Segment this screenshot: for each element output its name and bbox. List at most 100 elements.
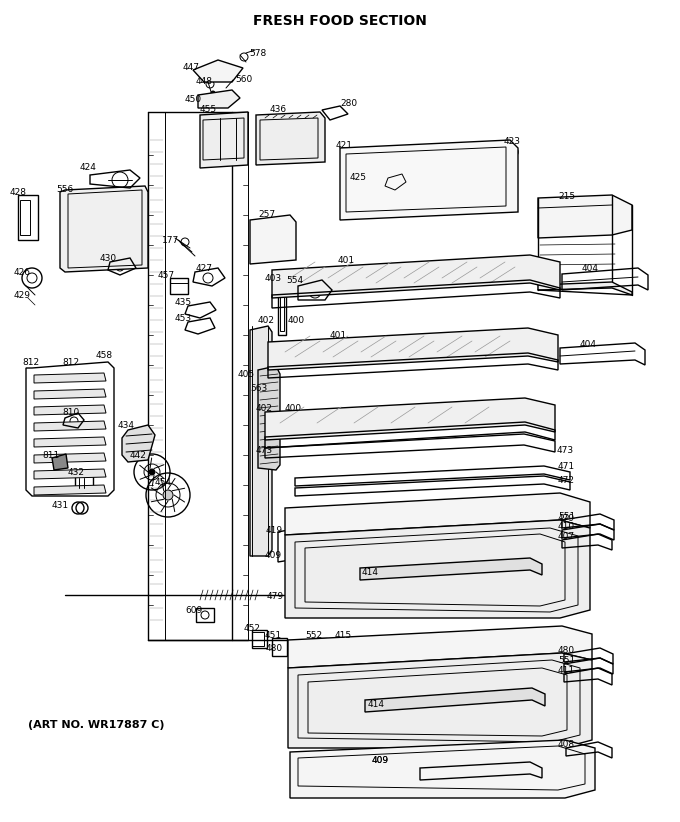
Text: 457: 457 <box>158 270 175 279</box>
Polygon shape <box>34 405 106 415</box>
Text: 419: 419 <box>266 525 283 534</box>
Text: 407: 407 <box>558 532 575 541</box>
Text: 556: 556 <box>56 186 73 195</box>
Polygon shape <box>250 326 272 556</box>
Text: 442: 442 <box>130 450 147 459</box>
Polygon shape <box>272 255 560 298</box>
Text: 578: 578 <box>249 48 267 58</box>
Bar <box>312 638 327 656</box>
Text: 257: 257 <box>258 210 275 219</box>
Circle shape <box>313 290 317 294</box>
Text: 479: 479 <box>558 514 575 523</box>
Polygon shape <box>60 186 148 272</box>
Text: 479: 479 <box>267 592 284 601</box>
Text: 812: 812 <box>22 358 39 367</box>
Text: 414: 414 <box>368 700 385 709</box>
Text: 458: 458 <box>96 350 113 359</box>
Text: 403: 403 <box>265 274 282 283</box>
Text: 551: 551 <box>558 655 575 664</box>
Text: 448: 448 <box>196 77 213 86</box>
Text: 811: 811 <box>42 450 59 459</box>
Text: 434: 434 <box>118 421 135 430</box>
Text: 404: 404 <box>580 339 597 349</box>
Polygon shape <box>34 437 106 447</box>
Text: 424: 424 <box>80 164 97 173</box>
Polygon shape <box>258 366 280 470</box>
Bar <box>280 283 284 331</box>
Polygon shape <box>34 469 106 479</box>
Text: 436: 436 <box>270 105 287 114</box>
Text: 453: 453 <box>175 313 192 322</box>
Text: 426: 426 <box>14 267 31 276</box>
Text: 423: 423 <box>504 137 521 146</box>
Polygon shape <box>288 626 592 668</box>
Text: 454: 454 <box>155 478 172 487</box>
Polygon shape <box>285 520 590 618</box>
Text: 401: 401 <box>330 330 347 339</box>
Text: 480: 480 <box>266 644 283 653</box>
Text: 560: 560 <box>235 75 252 84</box>
Text: 431: 431 <box>52 501 69 510</box>
Polygon shape <box>34 389 106 399</box>
Text: 401: 401 <box>338 256 355 265</box>
Bar <box>18 195 38 240</box>
Text: 421: 421 <box>336 141 353 150</box>
Circle shape <box>280 135 290 145</box>
Bar <box>272 638 287 656</box>
Bar <box>252 630 267 648</box>
Bar <box>255 225 290 255</box>
Polygon shape <box>288 653 592 748</box>
Polygon shape <box>34 421 106 431</box>
Text: 450: 450 <box>185 95 202 104</box>
Text: 409: 409 <box>372 755 389 764</box>
Circle shape <box>211 91 215 95</box>
Text: 409: 409 <box>265 551 282 560</box>
Text: 551: 551 <box>558 511 575 520</box>
Bar <box>105 248 125 256</box>
Text: 429: 429 <box>14 290 31 299</box>
Polygon shape <box>34 485 106 495</box>
Polygon shape <box>365 688 545 712</box>
Text: FRESH FOOD SECTION: FRESH FOOD SECTION <box>253 14 427 28</box>
Polygon shape <box>340 140 518 220</box>
Text: 473: 473 <box>557 446 574 455</box>
Text: 402: 402 <box>258 316 275 325</box>
Bar <box>170 278 188 294</box>
Text: 400: 400 <box>288 316 305 325</box>
Text: 812: 812 <box>62 358 79 367</box>
Text: 563: 563 <box>250 384 267 392</box>
Text: 430: 430 <box>100 253 117 262</box>
Text: 552: 552 <box>305 630 322 640</box>
Polygon shape <box>198 90 240 108</box>
Text: 414: 414 <box>362 567 379 576</box>
Text: 428: 428 <box>10 187 27 196</box>
Polygon shape <box>360 558 542 580</box>
Polygon shape <box>285 493 590 535</box>
Bar <box>20 200 30 235</box>
Polygon shape <box>265 398 555 440</box>
Text: 411: 411 <box>558 666 575 675</box>
Polygon shape <box>268 328 558 370</box>
Text: (ART NO. WR17887 C): (ART NO. WR17887 C) <box>28 720 165 730</box>
Circle shape <box>509 149 515 155</box>
Circle shape <box>163 490 173 500</box>
Text: 471: 471 <box>558 461 575 470</box>
Polygon shape <box>52 454 68 470</box>
Bar <box>75 476 93 488</box>
Text: 427: 427 <box>196 264 213 273</box>
Polygon shape <box>538 282 632 295</box>
Polygon shape <box>538 195 632 238</box>
Text: 451: 451 <box>265 630 282 640</box>
Polygon shape <box>200 112 248 168</box>
Polygon shape <box>122 425 155 462</box>
Circle shape <box>149 469 155 475</box>
Polygon shape <box>290 740 595 798</box>
Text: 455: 455 <box>200 105 217 114</box>
Text: 405: 405 <box>238 370 255 378</box>
Text: 410: 410 <box>558 521 575 530</box>
Bar <box>278 280 286 335</box>
Text: 404: 404 <box>582 264 599 273</box>
Text: 408: 408 <box>558 740 575 749</box>
Text: 400: 400 <box>285 404 302 413</box>
Text: 409: 409 <box>372 755 389 764</box>
